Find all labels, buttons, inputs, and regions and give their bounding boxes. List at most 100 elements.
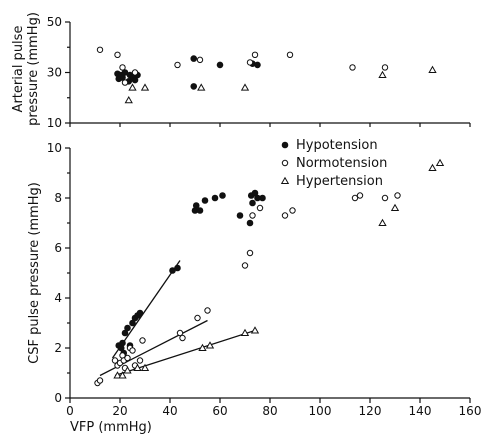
bottom-y-tick-label: 0 bbox=[54, 391, 62, 405]
top-point-normotension bbox=[131, 69, 139, 76]
bottom-point-hypotension bbox=[192, 202, 200, 209]
bottom-point-hypertension bbox=[140, 363, 150, 371]
bottom-point-normotension bbox=[179, 334, 186, 342]
bottom-point-normotension bbox=[124, 354, 131, 362]
top-y-axis-label-line-1: Arterial pulse bbox=[11, 26, 26, 113]
top-point-normotension bbox=[114, 51, 121, 59]
bottom-point-hypotension bbox=[249, 199, 256, 207]
top-point-normotension bbox=[381, 64, 389, 71]
bottom-y-tick-label: 4 bbox=[54, 291, 62, 305]
bottom-point-hypotension bbox=[201, 197, 209, 204]
bottom-y-tick-label: 10 bbox=[47, 141, 62, 155]
top-point-normotension bbox=[121, 79, 129, 86]
bottom-point-hypotension bbox=[119, 339, 126, 347]
top-point-normotension bbox=[174, 61, 181, 69]
bottom-point-normotension bbox=[246, 249, 254, 257]
top-point-hypertension bbox=[124, 95, 133, 104]
top-panel-y-ticks: 10 30 50 bbox=[47, 15, 70, 130]
bottom-point-hypertension bbox=[198, 343, 207, 351]
arterial-pulse-panel: 10 30 50 Arterial pulse pressure (mmHg) bbox=[11, 12, 470, 130]
top-point-normotension bbox=[196, 56, 204, 64]
bottom-point-hypertension bbox=[428, 163, 437, 171]
top-point-normotension bbox=[96, 46, 104, 53]
bottom-point-hypotension bbox=[211, 194, 219, 202]
bottom-point-hypertension bbox=[435, 158, 445, 166]
x-tick-label: 20 bbox=[112, 404, 127, 418]
top-point-hypotension bbox=[190, 83, 198, 90]
bottom-point-hypertension bbox=[133, 363, 142, 371]
bottom-point-normotension bbox=[356, 192, 364, 199]
csf-pulse-panel: 0 2 4 6 8 10 CSF pulse pressure (mmHg) bbox=[27, 141, 470, 405]
x-axis: 0 20 40 60 80 100 120 140 160 bbox=[66, 123, 481, 418]
x-tick-label: 0 bbox=[66, 404, 74, 418]
bottom-panel-y-ticks: 0 2 4 6 8 10 bbox=[47, 141, 70, 405]
top-point-hypertension bbox=[197, 83, 206, 91]
x-axis-label: VFP (mmHg) bbox=[70, 420, 152, 435]
bottom-point-normotension bbox=[351, 194, 359, 202]
legend-marker-normotension bbox=[281, 159, 289, 167]
top-point-hypertension bbox=[140, 83, 150, 91]
bottom-point-normotension bbox=[96, 377, 104, 384]
bottom-point-normotension bbox=[139, 337, 146, 344]
top-y-tick-label: 50 bbox=[47, 15, 62, 29]
top-point-hypertension bbox=[240, 83, 250, 91]
legend-label-hypotension: Hypotension bbox=[296, 138, 378, 153]
bottom-point-normotension bbox=[176, 329, 184, 337]
top-y-tick-label: 10 bbox=[47, 116, 62, 130]
x-tick-label: 80 bbox=[262, 404, 277, 418]
legend-label-normotension: Normotension bbox=[296, 156, 387, 171]
bottom-panel-points bbox=[94, 158, 445, 387]
bottom-point-normotension bbox=[194, 314, 201, 322]
bottom-point-hypotension bbox=[174, 264, 181, 272]
bottom-y-axis-label: CSF pulse pressure (mmHg) bbox=[27, 182, 42, 364]
bottom-point-hypertension bbox=[240, 328, 250, 336]
bottom-point-hypertension bbox=[118, 371, 127, 379]
bottom-point-hypertension bbox=[205, 341, 215, 349]
bottom-y-tick-label: 6 bbox=[54, 241, 62, 255]
top-point-normotension bbox=[246, 59, 254, 66]
bottom-point-hypertension bbox=[378, 218, 387, 226]
bottom-point-hypotension bbox=[136, 309, 144, 317]
x-tick-label: 120 bbox=[359, 404, 382, 418]
top-point-normotension bbox=[251, 51, 259, 59]
legend-marker-hypotension bbox=[281, 141, 289, 149]
top-point-hypertension bbox=[378, 70, 387, 78]
bottom-point-normotension bbox=[136, 357, 144, 364]
bottom-point-hypotension bbox=[196, 207, 204, 214]
bottom-point-normotension bbox=[256, 204, 264, 212]
bottom-point-normotension bbox=[289, 207, 296, 214]
bottom-point-hypotension bbox=[124, 324, 131, 332]
top-point-normotension bbox=[349, 64, 356, 71]
bottom-point-hypertension bbox=[250, 326, 260, 334]
top-point-normotension bbox=[119, 64, 126, 71]
bottom-y-tick-label: 8 bbox=[54, 191, 62, 205]
bottom-point-hypertension bbox=[123, 366, 132, 374]
bottom-y-tick-label: 2 bbox=[54, 341, 62, 355]
top-point-hypertension bbox=[428, 65, 437, 73]
bottom-point-normotension bbox=[111, 357, 119, 364]
x-tick-label: 160 bbox=[459, 404, 482, 418]
bottom-point-hypertension bbox=[113, 371, 122, 379]
legend: Hypotension Normotension Hypertension bbox=[280, 138, 387, 189]
top-point-hypotension bbox=[216, 61, 224, 69]
top-point-hypertension bbox=[128, 83, 137, 91]
bottom-point-normotension bbox=[394, 192, 401, 199]
bottom-point-normotension bbox=[241, 262, 249, 269]
x-tick-label: 140 bbox=[409, 404, 432, 418]
x-tick-label: 60 bbox=[212, 404, 227, 418]
top-panel-points bbox=[96, 46, 437, 104]
bottom-point-normotension bbox=[381, 194, 389, 202]
bottom-point-hypotension bbox=[246, 219, 254, 227]
top-point-normotension bbox=[286, 51, 294, 59]
bottom-point-normotension bbox=[281, 212, 289, 219]
bottom-point-hypotension bbox=[259, 194, 266, 202]
top-y-axis-label-line-2: pressure (mmHg) bbox=[26, 12, 41, 126]
bottom-point-normotension bbox=[129, 347, 136, 354]
x-tick-label: 40 bbox=[162, 404, 177, 418]
bottom-point-normotension bbox=[249, 212, 256, 219]
bottom-point-normotension bbox=[204, 307, 211, 314]
bottom-point-hypotension bbox=[219, 192, 226, 199]
bottom-point-hypertension bbox=[390, 203, 400, 211]
bottom-point-hypotension bbox=[236, 212, 244, 219]
